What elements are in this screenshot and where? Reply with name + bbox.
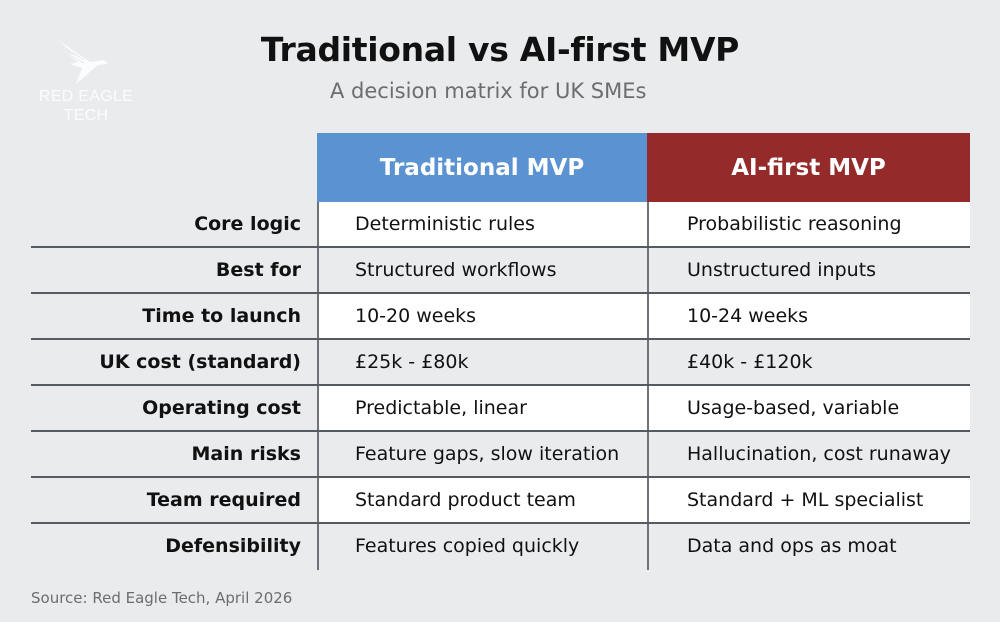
source-note: Source: Red Eagle Tech, April 2026 [31, 589, 293, 607]
traditional-cell: Features copied quickly [317, 524, 647, 570]
table-row: Best for Structured workflows Unstructur… [31, 248, 970, 294]
ai-first-cell: Data and ops as moat [647, 524, 970, 570]
row-label: Operating cost [142, 397, 301, 419]
table-body: Core logic Deterministic rules Probabili… [31, 202, 970, 570]
row-label: UK cost (standard) [99, 351, 301, 373]
page-title: Traditional vs AI-first MVP [260, 30, 740, 69]
ai-first-cell: Usage-based, variable [647, 386, 970, 430]
table-row: Main risks Feature gaps, slow iteration … [31, 432, 970, 478]
traditional-cell: Feature gaps, slow iteration [317, 432, 647, 476]
table-row: Defensibility Features copied quickly Da… [31, 524, 970, 570]
page-subtitle: A decision matrix for UK SMEs [330, 79, 647, 103]
ai-first-cell: Hallucination, cost runaway [647, 432, 970, 476]
row-label: Defensibility [165, 535, 301, 557]
ai-first-cell: £40k - £120k [647, 340, 970, 384]
traditional-cell: Standard product team [317, 478, 647, 522]
row-label: Time to launch [142, 305, 301, 327]
row-label: Core logic [194, 213, 301, 235]
row-label: Best for [215, 259, 301, 281]
table-row: Team required Standard product team Stan… [31, 478, 970, 524]
table-row: Core logic Deterministic rules Probabili… [31, 202, 970, 248]
column-header-traditional: Traditional MVP [317, 133, 647, 202]
traditional-cell: Deterministic rules [317, 202, 647, 246]
logo-text-line1: RED EAGLE [38, 88, 134, 105]
table-row: Operating cost Predictable, linear Usage… [31, 386, 970, 432]
traditional-cell: Predictable, linear [317, 386, 647, 430]
ai-first-cell: Probabilistic reasoning [647, 202, 970, 246]
table-header: Traditional MVP AI-first MVP [317, 133, 970, 202]
ai-first-cell: 10-24 weeks [647, 294, 970, 338]
table-row: UK cost (standard) £25k - £80k £40k - £1… [31, 340, 970, 386]
eagle-icon [58, 40, 108, 84]
brand-logo: RED EAGLE TECH [30, 38, 142, 124]
traditional-cell: 10-20 weeks [317, 294, 647, 338]
row-label: Main risks [191, 443, 301, 465]
ai-first-cell: Unstructured inputs [647, 248, 970, 292]
column-header-ai-first: AI-first MVP [647, 133, 970, 202]
traditional-cell: £25k - £80k [317, 340, 647, 384]
ai-first-cell: Standard + ML specialist [647, 478, 970, 522]
logo-text-line2: TECH [63, 107, 109, 124]
traditional-cell: Structured workflows [317, 248, 647, 292]
table-row: Time to launch 10-20 weeks 10-24 weeks [31, 294, 970, 340]
row-label: Team required [146, 489, 301, 511]
